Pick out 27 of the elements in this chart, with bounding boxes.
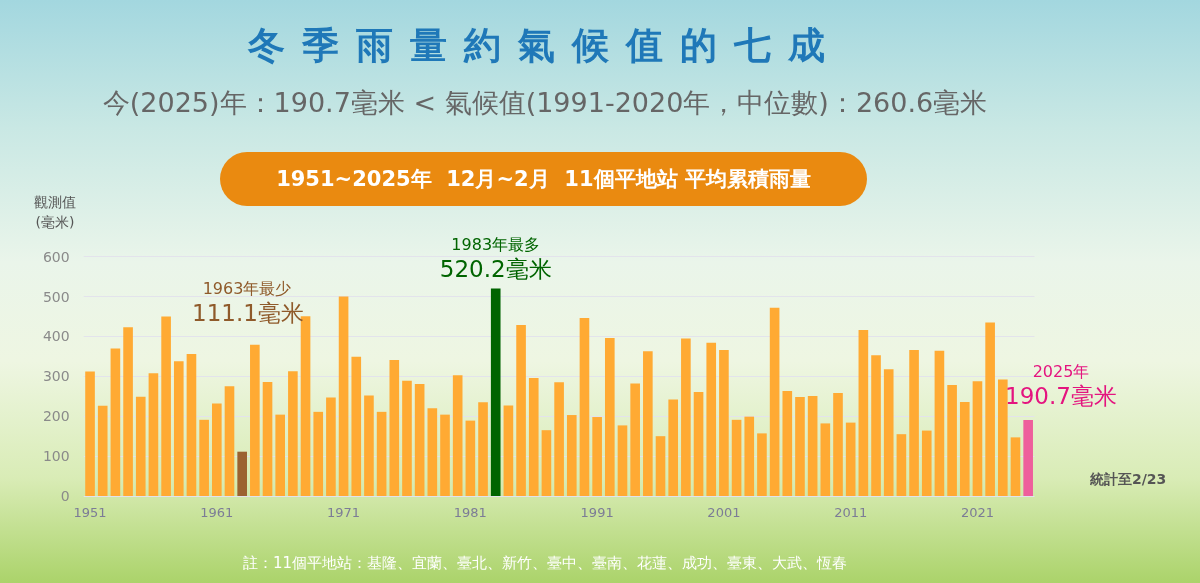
- y-axis-title: 觀測值 (毫米): [34, 193, 76, 232]
- x-tick-label: 2021: [960, 505, 994, 520]
- x-tick-label: 1991: [580, 505, 614, 520]
- x-tick-label: 1981: [453, 505, 487, 520]
- y-tick-label: 0: [60, 488, 70, 504]
- annotation: 2025年: [1032, 362, 1090, 383]
- x-tick-label: 1951: [73, 505, 107, 520]
- y-tick-label: 600: [42, 248, 70, 265]
- y-tick-label: 200: [42, 408, 70, 425]
- text: 統計至2/23: [1090, 471, 1167, 489]
- y-tick-label: 300: [42, 368, 70, 385]
- y-tick-label: 100: [42, 448, 70, 465]
- annotation: 1983年最多: [451, 234, 541, 254]
- chart-subtitle: 今(2025)年：190.7毫米 < 氣候值(1991-2020年，中位數)：260.6毫米: [101, 86, 989, 120]
- text: 1951~2025年 12月~2月 11個平地站 平均累積雨量: [220, 152, 867, 206]
- y-tick-label: 500: [42, 288, 70, 305]
- x-tick-label: 1961: [200, 505, 234, 520]
- y-tick-label: 400: [42, 328, 70, 345]
- annotation: 111.1毫米: [192, 299, 304, 328]
- annotation: 1963年最少: [202, 279, 292, 300]
- x-tick-label: 1971: [327, 505, 361, 520]
- x-tick-label: 2001: [707, 505, 741, 520]
- data-label: 520.2毫米: [439, 255, 552, 282]
- text: 註：11個平地站：基隆、宜蘭、臺北、新竹、臺中、臺南、花蓮、成功、臺東、大武、恆春: [241, 554, 849, 573]
- x-tick-label: 2011: [834, 505, 868, 520]
- annotation: 190.7毫米: [1005, 382, 1117, 411]
- chart-title: 冬季雨量約氣候值的七成: [247, 23, 843, 69]
